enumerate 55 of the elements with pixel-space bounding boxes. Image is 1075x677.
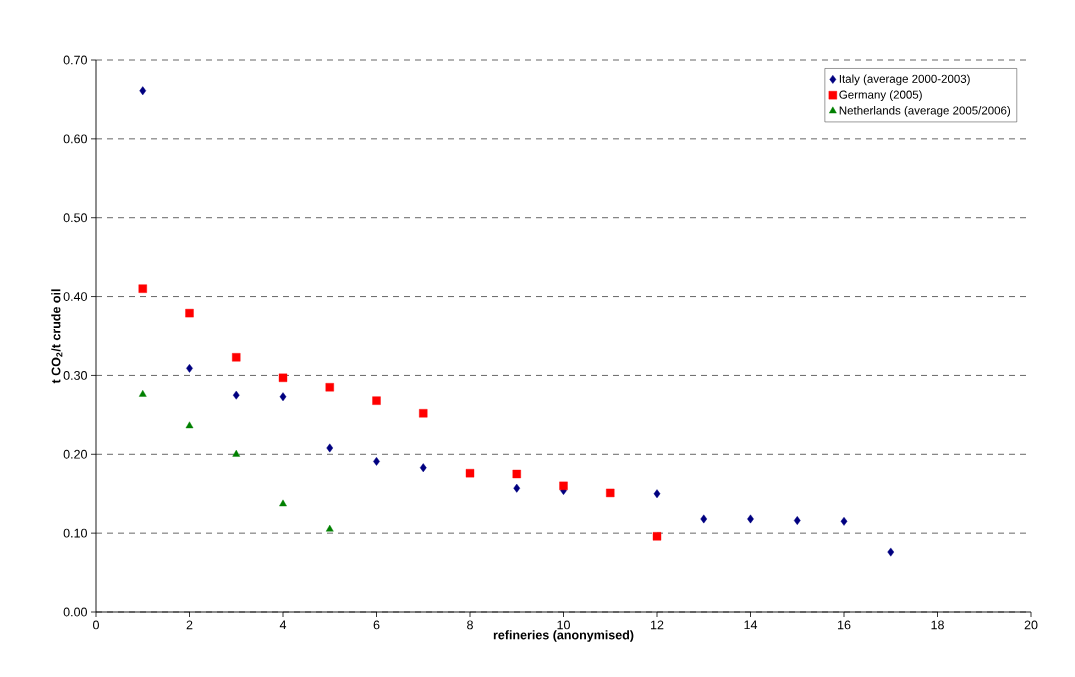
point [419, 463, 427, 473]
x-tick-label: 0 [93, 620, 99, 630]
point [279, 499, 287, 507]
point [373, 457, 380, 466]
x-tick-label: 10 [557, 620, 570, 630]
point [232, 449, 241, 457]
point [325, 524, 334, 532]
y-tick-label: 0.60 [63, 134, 87, 144]
point [372, 396, 381, 405]
point [326, 443, 334, 453]
legend-label: Italy (average 2000-2003) [839, 74, 970, 86]
x-tick-label: 18 [931, 620, 944, 630]
point [840, 516, 848, 526]
point [138, 389, 147, 397]
point [887, 547, 895, 557]
y-tick-label: 0.40 [63, 292, 87, 301]
y-tick-label: 0.70 [63, 55, 87, 65]
point [653, 489, 661, 499]
point [139, 86, 147, 96]
point [186, 363, 193, 373]
point [700, 514, 708, 524]
point [793, 516, 801, 525]
point [138, 284, 147, 293]
point [232, 353, 241, 362]
point [278, 373, 288, 382]
x-tick-label: 20 [1024, 620, 1038, 630]
point [465, 469, 475, 478]
y-tick-label: 0.30 [63, 371, 87, 380]
point [419, 409, 428, 418]
x-tick-label: 4 [279, 620, 287, 630]
y-tick-label: 0.50 [63, 213, 87, 223]
legend-label: Germany (2005) [839, 90, 922, 102]
y-axis-title: t CO$_{2}$/t crude oil [51, 289, 63, 384]
point [747, 514, 754, 524]
x-tick-label: 8 [467, 620, 473, 630]
y-tick-label: 0.10 [63, 528, 87, 538]
legend-label: Netherlands (average 2005/2006) [839, 106, 1011, 117]
point [185, 308, 194, 318]
point [513, 483, 521, 493]
x-tick-label: 14 [744, 620, 758, 630]
x-tick-label: 6 [373, 620, 380, 630]
x-axis-title: refineries (anonymised) [493, 630, 634, 642]
y-tick-label: 0.20 [63, 449, 87, 459]
point [512, 469, 521, 479]
point [185, 421, 194, 429]
point [559, 481, 568, 491]
point [652, 532, 662, 541]
point [325, 383, 334, 392]
x-tick-label: 2 [186, 620, 193, 630]
point [232, 390, 240, 400]
point [279, 392, 287, 402]
point [606, 488, 615, 498]
x-tick-label: 16 [838, 620, 851, 630]
x-tick-label: 12 [651, 620, 664, 630]
y-tick-label: 0.00 [63, 607, 87, 617]
